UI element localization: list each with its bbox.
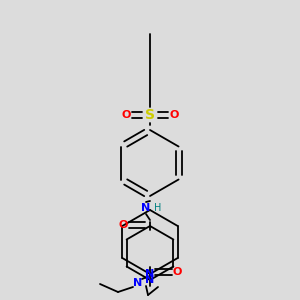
Text: N: N <box>141 203 151 213</box>
Text: O: O <box>172 267 182 277</box>
Text: N: N <box>146 275 154 285</box>
Text: O: O <box>121 110 131 120</box>
Text: O: O <box>169 110 179 120</box>
Text: O: O <box>118 220 128 230</box>
Text: N: N <box>134 278 142 288</box>
Text: S: S <box>145 108 155 122</box>
Text: N: N <box>146 269 154 279</box>
Text: H: H <box>154 203 162 213</box>
